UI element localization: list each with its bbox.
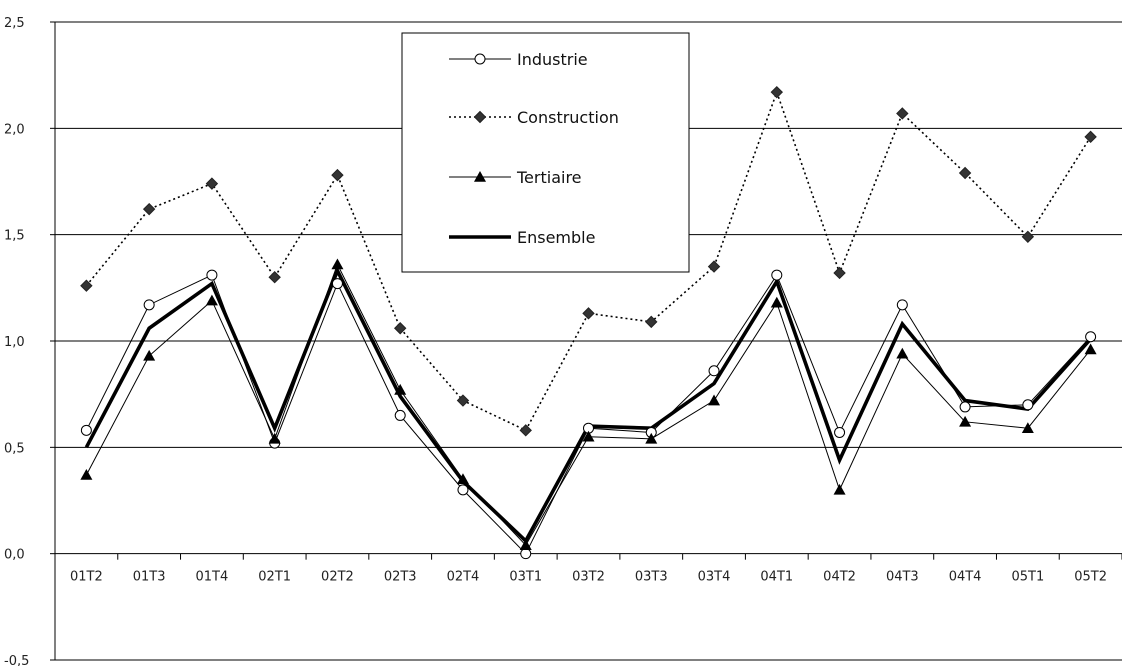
legend-marker <box>474 171 486 182</box>
legend-item-ensemble: Ensemble <box>449 228 595 247</box>
data-point <box>80 279 93 292</box>
x-tick-label: 02T1 <box>258 570 291 585</box>
legend-item-industrie: Industrie <box>449 50 588 69</box>
data-point <box>205 177 219 190</box>
data-point <box>708 365 720 377</box>
y-tick-labels: -0,5 0,0 0,5 1,0 1,5 2,0 2,5 <box>4 16 29 666</box>
legend-label: Ensemble <box>517 228 595 247</box>
x-tick-labels: 01T2 01T3 01T4 02T1 02T2 02T3 02T4 03T1 03T2 03T3… <box>70 570 1107 585</box>
legend-marker <box>473 110 487 124</box>
data-point <box>331 258 344 270</box>
data-point <box>520 548 532 560</box>
series-lines <box>80 85 1097 560</box>
data-point <box>896 299 908 311</box>
data-point <box>80 468 93 480</box>
data-point <box>645 432 658 444</box>
series-tertiaire <box>85 263 1092 546</box>
series-construction <box>85 89 1092 432</box>
legend-label: Industrie <box>517 50 588 69</box>
data-point <box>394 383 407 395</box>
y-tick-label: 0,0 <box>4 548 25 563</box>
legend-item-tertiaire: Tertiaire <box>449 168 582 187</box>
legend-item-construction: Construction <box>449 108 619 127</box>
legend: Industrie Construction Tertiaire Ensemble <box>401 32 690 273</box>
data-point <box>1021 230 1035 244</box>
data-point <box>456 473 469 485</box>
data-point <box>331 168 344 182</box>
series-line <box>85 263 1092 546</box>
data-point <box>1022 399 1034 411</box>
data-point <box>519 539 532 550</box>
data-point <box>268 270 281 284</box>
markers-industrie <box>80 269 1097 560</box>
data-point <box>771 269 783 281</box>
x-tick-label: 02T2 <box>321 570 354 585</box>
data-point <box>959 401 971 413</box>
y-tick-label: 2,5 <box>4 16 25 31</box>
data-point <box>1084 343 1097 355</box>
data-point <box>1085 331 1097 343</box>
x-tick-label: 05T1 <box>1011 570 1044 585</box>
data-point <box>457 484 469 496</box>
x-tick-label: 03T1 <box>509 570 542 585</box>
data-point <box>833 266 846 280</box>
axes <box>50 21 1122 661</box>
x-tick-label: 04T4 <box>949 570 982 585</box>
legend-box <box>401 32 690 273</box>
y-tick-label: 0,5 <box>4 441 25 456</box>
x-tick-label: 04T1 <box>760 570 793 585</box>
data-point <box>456 394 470 407</box>
data-point <box>708 394 721 406</box>
markers-construction <box>80 85 1097 437</box>
x-tick-label: 02T3 <box>384 570 417 585</box>
y-tick-label: -0,5 <box>4 654 29 666</box>
legend-label: Construction <box>517 108 619 127</box>
data-point <box>833 483 846 495</box>
data-point <box>394 409 406 421</box>
data-point <box>1084 130 1097 144</box>
data-point <box>582 307 595 320</box>
x-tick-label: 02T4 <box>447 570 480 585</box>
legend-label: Tertiaire <box>516 168 582 187</box>
x-tick-label: 03T4 <box>698 570 731 585</box>
data-point <box>896 347 909 359</box>
data-point <box>331 278 343 290</box>
x-tick-label: 01T3 <box>133 570 166 585</box>
series-line <box>85 89 1092 432</box>
y-tick-label: 2,0 <box>4 122 25 137</box>
data-point <box>268 432 281 444</box>
data-point <box>205 294 218 306</box>
x-tick-label: 04T3 <box>886 570 919 585</box>
data-point <box>645 315 658 329</box>
data-point <box>707 260 721 273</box>
data-point <box>582 430 595 442</box>
y-tick-label: 1,0 <box>4 335 25 350</box>
x-tick-label: 01T4 <box>196 570 229 585</box>
x-tick-label: 03T2 <box>572 570 605 585</box>
data-point <box>519 424 532 437</box>
x-tick-label: 04T2 <box>823 570 856 585</box>
y-tick-label: 1,5 <box>4 229 25 244</box>
data-point <box>770 296 783 308</box>
data-point <box>770 85 784 99</box>
gridlines <box>55 21 1122 661</box>
data-point <box>959 415 972 427</box>
data-point <box>896 107 909 120</box>
markers-tertiaire <box>80 258 1097 550</box>
x-tick-label: 01T2 <box>70 570 103 585</box>
data-point <box>143 349 156 361</box>
data-point <box>834 426 846 438</box>
data-point <box>143 299 155 311</box>
data-point <box>393 322 407 335</box>
data-point <box>1021 422 1034 433</box>
data-point <box>958 166 972 180</box>
data-point <box>142 202 156 216</box>
data-point <box>80 424 92 436</box>
x-tick-label: 03T3 <box>635 570 668 585</box>
legend-marker <box>474 53 486 65</box>
data-point <box>206 269 218 281</box>
x-tick-label: 05T2 <box>1074 570 1107 585</box>
